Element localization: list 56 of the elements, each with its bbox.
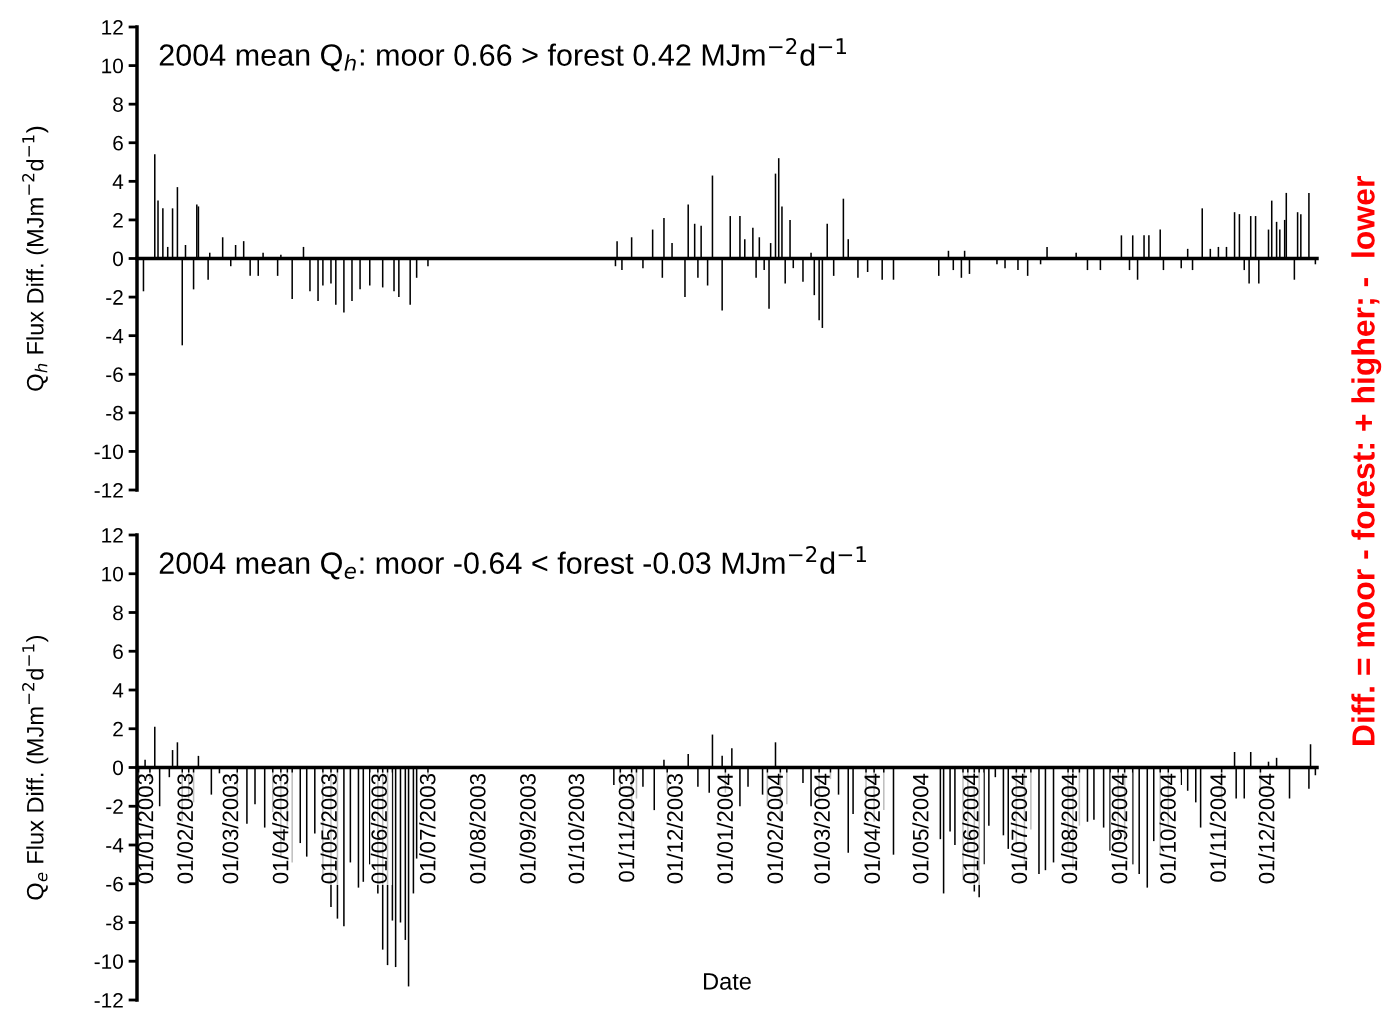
x-tick-label: 01/12/2003	[666, 774, 683, 884]
x-tick-label: 01/06/2004	[962, 773, 979, 884]
y-tick-label: 4	[112, 683, 124, 698]
y-tick-label: -6	[106, 367, 123, 382]
x-tick-label: 01/04/2004	[863, 773, 881, 884]
x-tick-label: 01/11/2003	[618, 774, 635, 882]
chart-title: 2004 mean Q$_{h}$: moor 0.66 > forest 0.42 MJm$^{−2}$d$^{−1}$	[159, 38, 846, 72]
y-tick-label: -6	[106, 876, 123, 892]
y-tick-label: -4	[106, 838, 124, 853]
x-tick-label: 01/05/2004	[912, 773, 929, 884]
y-tick-label: 2	[113, 212, 123, 228]
y-tick-label: -12	[94, 483, 123, 498]
y-tick-label: 8	[113, 605, 123, 621]
x-tick-label: 01/02/2003	[176, 774, 194, 884]
y-tick-label: -12	[94, 993, 123, 1008]
x-tick-label: 01/09/2004	[1111, 773, 1128, 884]
text: Diff. = moor - forest: + higher; - lower	[1351, 176, 1382, 745]
y-tick-label: -2	[106, 290, 123, 305]
y-tick-label: 4	[112, 174, 124, 189]
x-tick-label: 01/10/2004	[1159, 773, 1176, 884]
y-tick-label: -10	[94, 444, 123, 460]
x-tick-label: 01/05/2003	[320, 774, 337, 884]
chart-title: 2004 mean Q$_{e}$: moor -0.64 < forest -0.03 MJm$^{−2}$d$^{−1}$	[159, 546, 866, 580]
x-tick-label: 01/08/2004	[1060, 773, 1078, 884]
x-tick-label: 01/10/2003	[567, 774, 585, 884]
y-tick-label: 10	[102, 566, 123, 582]
y-tick-label: 6	[113, 644, 123, 659]
x-tick-label: 01/07/2004	[1010, 773, 1028, 884]
y-tick-label: 6	[113, 135, 123, 151]
y-tick-label: 12	[102, 528, 123, 543]
y-tick-label: -8	[106, 405, 123, 421]
x-tick-label: 01/09/2003	[519, 774, 536, 884]
y-tick-label: -10	[94, 954, 123, 969]
x-tick-label: 01/04/2003	[272, 774, 289, 884]
y-tick-label: 0	[113, 760, 123, 776]
x-tick-label: 01/03/2003	[222, 774, 239, 884]
x-tick-label: 01/01/2004	[716, 773, 733, 884]
x-tick-label: 01/01/2003	[137, 774, 154, 884]
y-tick-label: 0	[113, 251, 123, 267]
y-tick-label: 10	[102, 58, 123, 74]
x-tick-label: 01/07/2003	[419, 774, 436, 884]
y-tick-label: -8	[106, 915, 123, 931]
x-tick-label: 01/08/2003	[469, 774, 486, 884]
y-tick-label: -4	[106, 328, 124, 344]
x-tick-label: 01/02/2004	[766, 773, 784, 884]
y-tick-label: -2	[106, 799, 123, 814]
x-tick-label: 01/06/2003	[370, 774, 388, 884]
x-tick-label: 01/03/2004	[813, 773, 830, 884]
y-tick-label: 8	[113, 97, 123, 112]
x-tick-label: 01/11/2004	[1209, 773, 1226, 882]
x-tick-label: 01/12/2004	[1258, 773, 1275, 884]
y-tick-label: 2	[113, 721, 123, 737]
y-axis-title: Q$_{e}$ Flux Diff. (MJm$^{−2}$d$^{−1}$)	[22, 636, 49, 900]
y-axis-title: Q$_{h}$ Flux Diff. (MJm$^{−2}$d$^{−1}$)	[22, 126, 49, 391]
y-tick-label: 12	[102, 20, 123, 35]
x-axis-title: Date	[704, 973, 751, 990]
